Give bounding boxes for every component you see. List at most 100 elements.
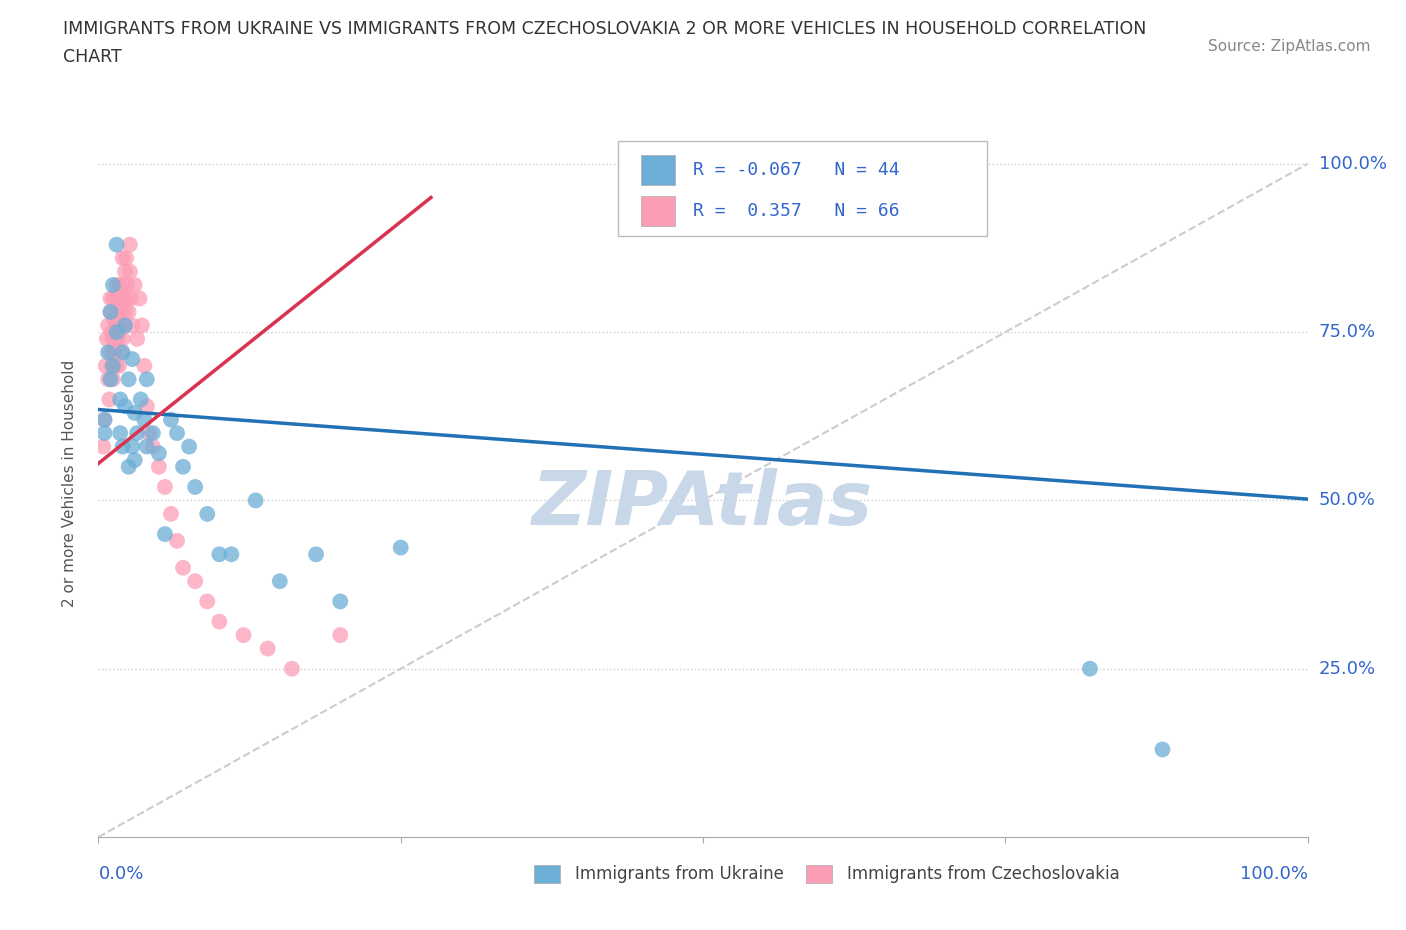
Point [208,547,231,562]
Text: Immigrants from Czechoslovakia: Immigrants from Czechoslovakia [846,865,1119,884]
Point [100,325,122,339]
Bar [641,196,675,226]
FancyBboxPatch shape [619,140,987,236]
Point [221,547,243,562]
Point [208,614,231,629]
Point [389,540,412,555]
Point [101,331,124,346]
Point [160,412,183,427]
Point [111,331,134,346]
Point [110,304,132,319]
Point [148,459,170,474]
Point [329,594,352,609]
Bar [641,155,675,185]
Text: 75.0%: 75.0% [1319,323,1376,341]
Bar [534,865,561,883]
Point [108,318,131,333]
Point [124,277,146,292]
Point [172,459,194,474]
Point [105,325,128,339]
Point [108,325,131,339]
Text: ZIPAtlas: ZIPAtlas [533,469,873,541]
Point [100,358,122,373]
Point [114,399,136,414]
Point [117,277,139,292]
Point [114,264,136,279]
Point [115,291,138,306]
Point [111,345,134,360]
Point [128,291,150,306]
Point [1078,661,1101,676]
Point [103,345,125,360]
Point [110,345,132,360]
Point [160,507,183,522]
Point [127,426,149,441]
Point [134,358,156,373]
Point [245,493,267,508]
Point [108,392,131,407]
Text: IMMIGRANTS FROM UKRAINE VS IMMIGRANTS FROM CZECHOSLOVAKIA 2 OR MORE VEHICLES IN : IMMIGRANTS FROM UKRAINE VS IMMIGRANTS FR… [63,20,1147,38]
Point [135,399,157,414]
Point [96,331,118,346]
Point [105,358,128,373]
Point [93,412,115,427]
Point [135,372,157,387]
Text: 50.0%: 50.0% [1319,491,1375,510]
Point [108,358,131,373]
Point [118,264,141,279]
Point [129,392,152,407]
Point [111,439,134,454]
Point [118,372,141,387]
Point [108,426,131,441]
Point [100,304,122,319]
Text: 100.0%: 100.0% [1319,155,1386,173]
Point [101,358,124,373]
Point [124,405,146,420]
Point [166,426,188,441]
Point [105,277,128,292]
Point [104,331,127,346]
Point [1152,742,1174,757]
Point [111,291,134,306]
Point [100,291,122,306]
Point [121,318,143,333]
Text: 100.0%: 100.0% [1240,865,1308,883]
Text: 0.0%: 0.0% [98,865,143,883]
Point [121,439,143,454]
Point [107,331,129,346]
Point [105,318,128,333]
Text: R =  0.357   N = 66: R = 0.357 N = 66 [693,202,900,219]
Point [115,251,138,266]
Point [281,661,304,676]
Point [108,291,131,306]
Point [101,372,124,387]
Point [94,358,117,373]
Point [100,372,122,387]
Point [269,574,291,589]
Text: 25.0%: 25.0% [1319,659,1376,678]
Point [97,345,120,360]
Point [134,412,156,427]
Text: Immigrants from Ukraine: Immigrants from Ukraine [575,865,783,884]
Point [112,277,135,292]
Point [153,480,176,495]
Point [120,291,142,306]
Point [93,426,115,441]
Point [103,312,125,326]
Point [107,304,129,319]
Point [148,445,170,460]
Point [112,318,135,333]
Point [97,318,120,333]
Point [256,641,278,656]
Point [118,304,141,319]
Point [108,277,131,292]
Point [153,526,176,541]
Point [118,459,141,474]
Point [305,547,328,562]
Point [105,237,128,252]
Point [135,439,157,454]
Text: R = -0.067   N = 44: R = -0.067 N = 44 [693,161,900,179]
Point [166,534,188,549]
Point [172,560,194,575]
Point [184,574,207,589]
